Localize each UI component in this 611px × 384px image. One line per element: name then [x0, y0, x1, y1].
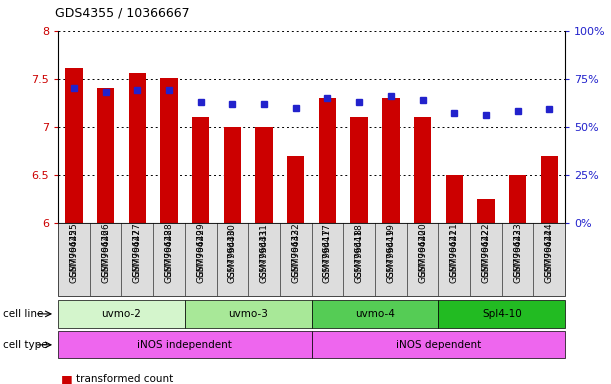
FancyBboxPatch shape	[58, 331, 312, 358]
Bar	[97, 88, 114, 223]
FancyBboxPatch shape	[312, 331, 565, 358]
Text: GSM796428: GSM796428	[164, 228, 174, 283]
Text: GSM796426: GSM796426	[101, 228, 110, 283]
FancyBboxPatch shape	[185, 300, 312, 328]
Bar	[287, 156, 304, 223]
Text: GSM796423: GSM796423	[513, 223, 522, 278]
Text: GSM796428: GSM796428	[164, 223, 174, 278]
FancyBboxPatch shape	[58, 223, 565, 296]
Text: GSM796417: GSM796417	[323, 223, 332, 278]
Text: uvmo-4: uvmo-4	[355, 309, 395, 319]
Text: GSM796421: GSM796421	[450, 223, 459, 278]
Bar	[65, 68, 82, 223]
Text: GSM796426: GSM796426	[101, 223, 110, 278]
Text: GSM796431: GSM796431	[260, 223, 269, 278]
Text: GSM796431: GSM796431	[260, 228, 269, 283]
Text: GSM796430: GSM796430	[228, 223, 237, 278]
Text: GSM796432: GSM796432	[291, 228, 300, 283]
Bar	[192, 117, 210, 223]
Bar	[477, 199, 495, 223]
Bar	[255, 127, 273, 223]
Text: GSM796425: GSM796425	[70, 228, 78, 283]
Bar	[414, 117, 431, 223]
Text: iNOS dependent: iNOS dependent	[396, 340, 481, 350]
Bar	[509, 175, 526, 223]
Text: GSM796418: GSM796418	[354, 228, 364, 283]
Text: uvmo-3: uvmo-3	[229, 309, 268, 319]
Text: GSM796424: GSM796424	[545, 223, 554, 277]
Text: GSM796425: GSM796425	[70, 223, 78, 278]
Bar	[382, 98, 400, 223]
Text: GSM796418: GSM796418	[354, 223, 364, 278]
Bar	[160, 78, 178, 223]
Bar	[319, 98, 336, 223]
Text: GSM796427: GSM796427	[133, 228, 142, 283]
FancyBboxPatch shape	[312, 300, 439, 328]
Text: cell line: cell line	[3, 309, 43, 319]
Text: ■: ■	[61, 373, 73, 384]
Text: GSM796420: GSM796420	[418, 228, 427, 283]
Text: GSM796429: GSM796429	[196, 223, 205, 278]
Text: GSM796419: GSM796419	[386, 228, 395, 283]
Text: GSM796429: GSM796429	[196, 228, 205, 283]
Bar	[541, 156, 558, 223]
Bar	[351, 117, 368, 223]
Text: GSM796421: GSM796421	[450, 228, 459, 283]
Text: transformed count: transformed count	[76, 374, 174, 384]
FancyBboxPatch shape	[58, 300, 185, 328]
Text: GSM796427: GSM796427	[133, 223, 142, 278]
Text: GSM796432: GSM796432	[291, 223, 300, 278]
Text: GSM796423: GSM796423	[513, 228, 522, 283]
Bar	[224, 127, 241, 223]
Text: iNOS independent: iNOS independent	[137, 340, 232, 350]
Text: Spl4-10: Spl4-10	[482, 309, 522, 319]
Text: GSM796422: GSM796422	[481, 228, 491, 283]
Text: cell type: cell type	[3, 340, 48, 350]
Text: uvmo-2: uvmo-2	[101, 309, 141, 319]
Text: GSM796419: GSM796419	[386, 223, 395, 278]
Text: GDS4355 / 10366667: GDS4355 / 10366667	[55, 6, 189, 19]
Bar	[128, 73, 146, 223]
Text: GSM796422: GSM796422	[481, 223, 491, 277]
FancyBboxPatch shape	[439, 300, 565, 328]
Bar	[445, 175, 463, 223]
Text: GSM796430: GSM796430	[228, 228, 237, 283]
Text: GSM796420: GSM796420	[418, 223, 427, 278]
Text: GSM796417: GSM796417	[323, 228, 332, 283]
Text: GSM796424: GSM796424	[545, 228, 554, 283]
